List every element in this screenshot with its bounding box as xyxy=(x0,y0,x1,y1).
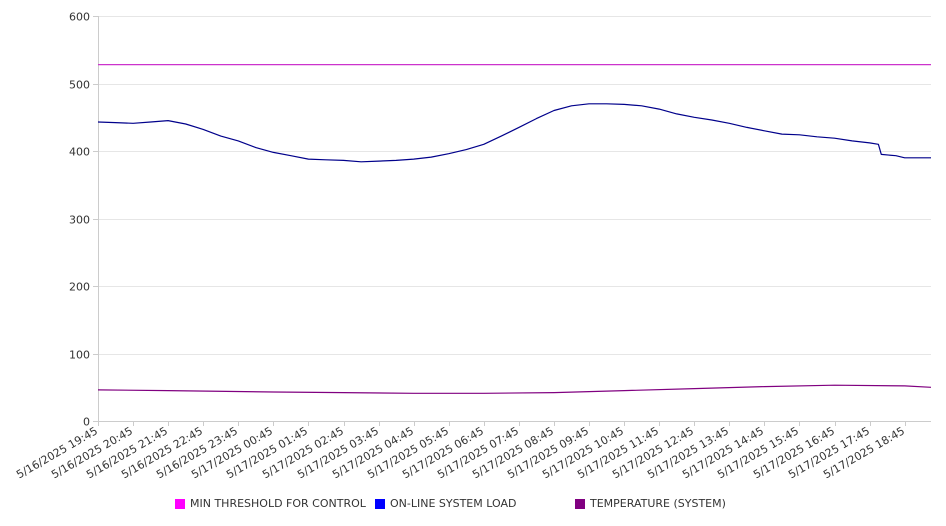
legend-label: MIN THRESHOLD FOR CONTROL xyxy=(190,497,366,510)
y-tick-label: 100 xyxy=(69,349,90,362)
legend-item: MIN THRESHOLD FOR CONTROL xyxy=(175,497,366,510)
y-tick-label: 0 xyxy=(83,416,90,429)
legend-label: ON-LINE SYSTEM LOAD xyxy=(390,497,517,510)
y-tick-label: 300 xyxy=(69,214,90,227)
legend: MIN THRESHOLD FOR CONTROL ON-LINE SYSTEM … xyxy=(0,497,946,515)
y-tick-label: 200 xyxy=(69,281,90,294)
legend-swatch xyxy=(175,498,185,509)
y-tick-label: 600 xyxy=(69,11,90,24)
series-line-1 xyxy=(97,103,931,163)
y-tick-label: 500 xyxy=(69,79,90,92)
grid-lines xyxy=(98,16,931,355)
y-tick-label: 400 xyxy=(69,146,90,159)
legend-item: TEMPERATURE (SYSTEM) xyxy=(575,497,726,510)
legend-swatch xyxy=(375,498,385,509)
y-tick-labels: 0 100 200 300 400 500 600 xyxy=(69,11,90,429)
axes xyxy=(93,16,931,426)
legend-label: TEMPERATURE (SYSTEM) xyxy=(590,497,726,510)
legend-item: ON-LINE SYSTEM LOAD xyxy=(375,497,516,510)
series-line-2 xyxy=(97,384,932,394)
x-tick-labels: 5/16/2025 19:455/16/2025 20:455/16/2025 … xyxy=(14,424,907,481)
series-lines xyxy=(97,63,932,394)
legend-swatch xyxy=(575,498,585,509)
